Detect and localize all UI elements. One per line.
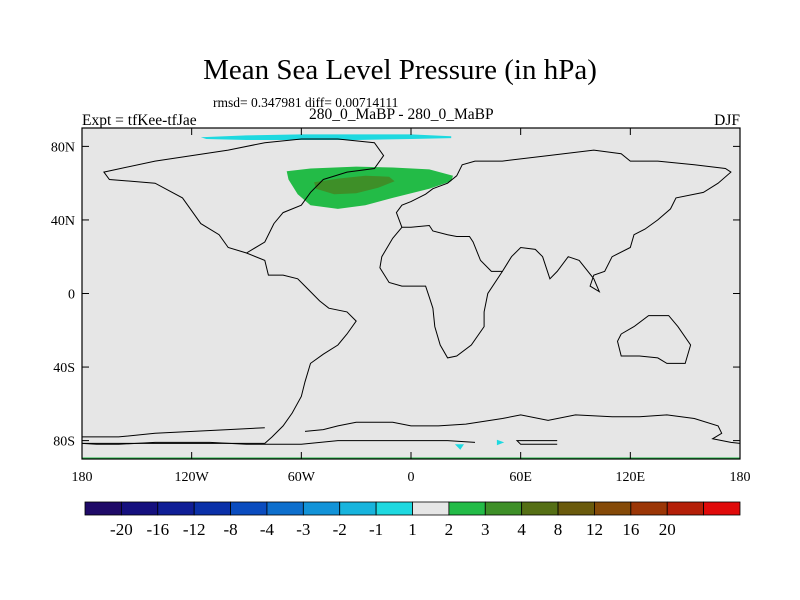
region-north-atlantic-inner: [314, 175, 395, 195]
coastline-1: [395, 149, 732, 293]
colorbar-label: -12: [183, 520, 206, 539]
colorbar-label: 20: [659, 520, 676, 539]
colorbar-label: -20: [110, 520, 133, 539]
x-tick-label: 60W: [288, 470, 316, 485]
stats-line: rmsd= 0.347981 diff= 0.00714111: [213, 95, 399, 110]
chart-title: Mean Sea Level Pressure (in hPa): [203, 54, 597, 86]
coastline-7: [515, 440, 558, 445]
x-tick-label: 60E: [509, 470, 532, 485]
y-tick-label: 40S: [53, 361, 75, 376]
coastline-6: [81, 440, 476, 445]
y-tick-label: 0: [68, 288, 75, 303]
colorbar-swatch: [666, 501, 705, 516]
coastline-3: [616, 315, 692, 364]
colorbar-swatch: [193, 501, 231, 516]
x-tick-label: 120W: [175, 470, 210, 485]
experiment-label: Expt = tfKee-tfJae: [82, 112, 197, 129]
colorbar-swatch: [630, 501, 668, 516]
colorbar-label: -8: [223, 520, 237, 539]
colorbar-label: 16: [622, 520, 639, 539]
colorbar-label: 4: [517, 520, 526, 539]
colorbar-swatch: [594, 501, 632, 516]
colorbar-swatch: [230, 501, 268, 516]
coastline-4: [82, 427, 265, 438]
colorbar-swatch: [557, 501, 595, 516]
colorbar-label: 2: [445, 520, 454, 539]
colorbar-label: -16: [146, 520, 169, 539]
season-label: DJF: [714, 112, 740, 129]
colorbar-label: 12: [586, 520, 603, 539]
colorbar-label: -1: [369, 520, 383, 539]
coastline-0: [82, 138, 385, 444]
x-tick-label: 180: [730, 470, 751, 485]
colorbar-swatch: [302, 501, 341, 516]
coastline-2: [379, 226, 503, 359]
colorbar-swatch: [120, 501, 159, 516]
case-label: 280_0_MaBP - 280_0_MaBP: [309, 106, 494, 123]
colorbar-swatch: [375, 501, 413, 516]
colorbar-swatch: [412, 501, 450, 516]
colorbar-swatch: [448, 501, 486, 516]
colorbar-swatch: [703, 501, 741, 516]
colorbar-label: -4: [260, 520, 275, 539]
colorbar-label: -2: [333, 520, 347, 539]
colorbar-swatch: [84, 501, 122, 516]
colorbar-label: -3: [296, 520, 310, 539]
colorbar-label: 8: [554, 520, 563, 539]
coastline-5: [304, 414, 741, 444]
y-tick-label: 40N: [51, 214, 75, 229]
colorbar-label: 3: [481, 520, 490, 539]
colorbar-swatch: [484, 501, 523, 516]
x-tick-label: 180: [72, 470, 93, 485]
colorbar-swatch: [266, 501, 304, 516]
y-tick-label: 80S: [53, 435, 75, 450]
region-antarctic-patch-2: [496, 439, 505, 446]
colorbar-swatch: [521, 501, 559, 516]
colorbar-label: 1: [408, 520, 417, 539]
y-tick-label: 80N: [51, 140, 75, 155]
colorbar-swatch: [339, 501, 377, 516]
colorbar-swatch: [157, 501, 195, 516]
x-tick-label: 120E: [616, 470, 646, 485]
x-tick-label: 0: [408, 470, 415, 485]
region-arctic: [200, 134, 452, 140]
region-antarctic-patch-1: [454, 444, 464, 450]
